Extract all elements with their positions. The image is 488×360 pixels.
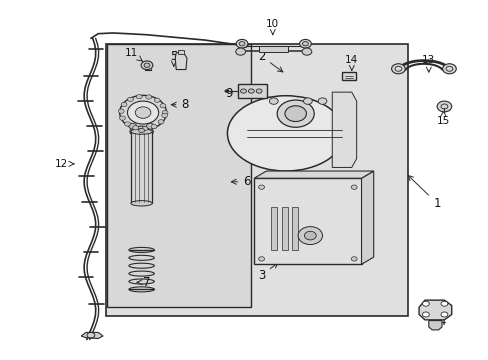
Bar — [178, 50, 183, 54]
Circle shape — [299, 40, 311, 48]
Circle shape — [129, 123, 137, 129]
Text: 9: 9 — [224, 87, 245, 100]
Polygon shape — [81, 332, 103, 338]
Text: 12: 12 — [55, 159, 74, 169]
Text: 14: 14 — [345, 55, 358, 71]
Circle shape — [124, 122, 130, 126]
Bar — [282, 207, 287, 250]
Circle shape — [248, 89, 254, 93]
Circle shape — [302, 41, 308, 46]
Circle shape — [318, 98, 326, 104]
Text: 7: 7 — [137, 276, 150, 289]
Circle shape — [139, 129, 144, 133]
Circle shape — [127, 97, 133, 102]
Circle shape — [145, 95, 151, 99]
Circle shape — [154, 98, 160, 102]
Polygon shape — [175, 53, 186, 69]
Circle shape — [158, 120, 163, 124]
Bar — [131, 132, 152, 203]
Text: 13: 13 — [421, 55, 434, 72]
Circle shape — [121, 102, 127, 107]
Text: 4: 4 — [437, 307, 445, 328]
Circle shape — [136, 95, 142, 99]
Polygon shape — [254, 178, 361, 264]
Bar — [341, 72, 355, 80]
Text: 11: 11 — [124, 48, 142, 62]
Circle shape — [269, 98, 278, 104]
Text: 1: 1 — [407, 176, 440, 210]
Circle shape — [142, 126, 147, 131]
Text: 15: 15 — [436, 110, 449, 126]
Polygon shape — [428, 320, 441, 330]
Text: 8: 8 — [171, 98, 188, 111]
Circle shape — [350, 257, 356, 261]
Circle shape — [120, 95, 166, 130]
Circle shape — [442, 64, 455, 74]
Circle shape — [236, 40, 247, 48]
Circle shape — [440, 312, 447, 317]
Polygon shape — [331, 92, 356, 167]
Circle shape — [422, 301, 428, 306]
Circle shape — [302, 48, 311, 55]
Circle shape — [146, 123, 154, 129]
Circle shape — [162, 113, 167, 117]
Circle shape — [391, 64, 405, 74]
Circle shape — [135, 107, 151, 118]
Circle shape — [127, 101, 158, 124]
Circle shape — [224, 89, 229, 93]
Circle shape — [235, 48, 245, 55]
Circle shape — [285, 106, 306, 122]
Text: 2: 2 — [257, 50, 282, 72]
Bar — [107, 44, 250, 307]
Circle shape — [258, 185, 264, 189]
Ellipse shape — [227, 96, 344, 171]
Circle shape — [144, 63, 150, 67]
Ellipse shape — [130, 126, 153, 137]
Bar — [292, 207, 298, 250]
Ellipse shape — [131, 129, 152, 134]
Circle shape — [303, 98, 312, 104]
Text: 3: 3 — [257, 263, 277, 282]
Circle shape — [256, 89, 262, 93]
Ellipse shape — [241, 44, 247, 47]
Text: 6: 6 — [231, 175, 250, 188]
Circle shape — [132, 126, 138, 130]
Bar — [271, 207, 277, 250]
Circle shape — [240, 89, 246, 93]
Ellipse shape — [131, 201, 152, 206]
Polygon shape — [418, 300, 451, 320]
Polygon shape — [361, 171, 373, 264]
Circle shape — [151, 125, 157, 129]
Circle shape — [162, 111, 167, 115]
Circle shape — [160, 104, 165, 108]
Bar — [237, 84, 266, 98]
Text: 10: 10 — [265, 19, 279, 35]
Text: 5: 5 — [170, 50, 177, 66]
Circle shape — [258, 257, 264, 261]
Circle shape — [118, 109, 124, 113]
Circle shape — [436, 101, 451, 112]
Circle shape — [298, 226, 322, 244]
Circle shape — [304, 231, 316, 240]
Circle shape — [422, 312, 428, 317]
Circle shape — [239, 41, 244, 46]
Bar — [105, 44, 407, 316]
Circle shape — [440, 301, 447, 306]
Circle shape — [119, 116, 125, 120]
Circle shape — [350, 185, 356, 189]
Polygon shape — [254, 171, 373, 178]
Circle shape — [277, 100, 314, 127]
Circle shape — [141, 61, 153, 69]
Bar — [259, 46, 288, 52]
